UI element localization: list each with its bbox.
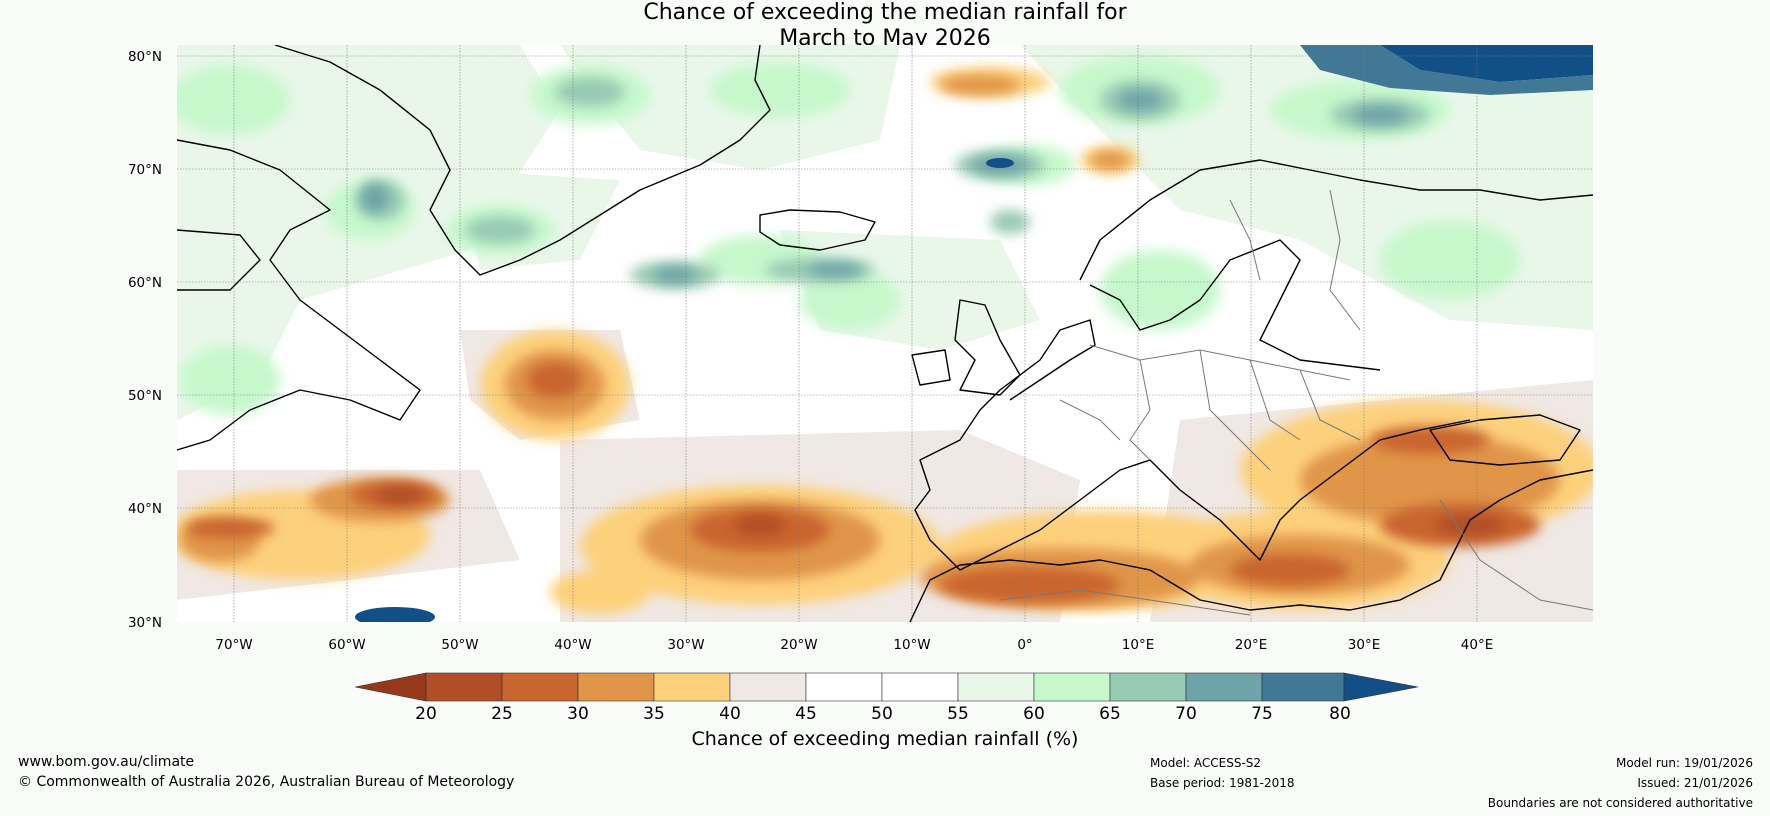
latitude-labels: 80°N 70°N 60°N 50°N 40°N 30°N xyxy=(128,49,162,631)
country-borders xyxy=(999,189,1593,616)
colorbar-tick: 25 xyxy=(491,704,513,724)
colorbar-tick: 55 xyxy=(947,704,969,724)
footer-disclaimer: Boundaries are not considered authoritat… xyxy=(1487,796,1753,810)
colorbar-tick: 35 xyxy=(643,704,665,724)
lon-label: 10°W xyxy=(893,637,930,653)
lat-label: 30°N xyxy=(128,615,162,631)
footer-issued: Issued: 21/01/2026 xyxy=(1637,776,1753,790)
coastlines xyxy=(177,45,1593,622)
colorbar-segment xyxy=(653,672,731,702)
zone-60-65 xyxy=(177,55,1520,415)
colorbar-tick: 40 xyxy=(719,704,741,724)
coast-britain xyxy=(954,299,1021,396)
footer-base-period: Base period: 1981-2018 xyxy=(1150,776,1295,790)
title-line-1: Chance of exceeding the median rainfall … xyxy=(643,0,1127,25)
lon-label: 40°W xyxy=(554,637,591,653)
colorbar-segment xyxy=(425,672,503,702)
graticule xyxy=(177,45,1593,622)
colorbar-tick: 45 xyxy=(795,704,817,724)
footer-url[interactable]: www.bom.gov.au/climate xyxy=(18,754,195,770)
colorbar-segment xyxy=(957,672,1035,702)
probability-field xyxy=(177,45,1593,622)
lat-label: 40°N xyxy=(128,501,162,517)
colorbar-segment xyxy=(729,672,807,702)
colorbar-tick: 60 xyxy=(1023,704,1045,724)
lon-label: 50°W xyxy=(441,637,478,653)
lon-label: 10°E xyxy=(1122,637,1154,653)
lon-label: 30°E xyxy=(1348,637,1380,653)
lon-label: 20°W xyxy=(780,637,817,653)
zone-gt80 xyxy=(355,45,1593,622)
coast-scandinavia xyxy=(1079,159,1593,281)
coast-canada xyxy=(177,139,421,451)
colorbar-segment xyxy=(1033,672,1111,702)
zone-75-80 xyxy=(1300,45,1593,95)
lat-label: 70°N xyxy=(128,162,162,178)
colorbar-tick: 20 xyxy=(415,704,437,724)
lon-label: 20°E xyxy=(1235,637,1267,653)
lon-label: 70°W xyxy=(215,637,252,653)
footer-copyright: © Commonwealth of Australia 2026, Austra… xyxy=(18,774,515,790)
colorbar-arrow-high xyxy=(1343,672,1419,702)
coast-baffin xyxy=(177,229,261,291)
colorbar-tick: 65 xyxy=(1099,704,1121,724)
colorbar-title: Chance of exceeding median rainfall (%) xyxy=(692,728,1079,750)
colorbar-ticks: 20 25 30 35 40 45 50 55 60 65 70 75 80 xyxy=(415,704,1351,724)
lat-label: 50°N xyxy=(128,388,162,404)
colorbar-segment xyxy=(1261,672,1345,702)
colorbar xyxy=(354,672,1419,702)
lon-label: 40°E xyxy=(1461,637,1493,653)
colorbar-tick: 70 xyxy=(1175,704,1197,724)
lat-label: 80°N xyxy=(128,49,162,65)
coast-iceland xyxy=(759,209,876,251)
coast-black-sea xyxy=(1429,414,1581,466)
lon-label: 60°W xyxy=(328,637,365,653)
footer-model-run: Model run: 19/01/2026 xyxy=(1615,756,1753,770)
lat-label: 60°N xyxy=(128,275,162,291)
chart-title: Chance of exceeding the median rainfall … xyxy=(0,0,1770,52)
colorbar-segment xyxy=(805,672,883,702)
lon-label: 0° xyxy=(1017,637,1032,653)
coast-ireland xyxy=(911,349,951,386)
colorbar-tick: 30 xyxy=(567,704,589,724)
lon-label: 30°W xyxy=(667,637,704,653)
coast-north-africa xyxy=(909,469,1593,622)
colorbar-segment xyxy=(501,672,579,702)
colorbar-segment xyxy=(1185,672,1263,702)
colorbar-tick: 80 xyxy=(1329,704,1351,724)
footer-model: Model: ACCESS-S2 xyxy=(1150,756,1262,770)
coast-greenland xyxy=(274,45,771,276)
colorbar-segment xyxy=(881,672,959,702)
colorbar-segment xyxy=(577,672,655,702)
colorbar-tick: 75 xyxy=(1251,704,1273,724)
coast-mediterranean-north xyxy=(914,319,1471,571)
longitude-labels: 70°W 60°W 50°W 40°W 30°W 20°W 10°W 0° 10… xyxy=(215,637,1493,653)
zone-20-25 xyxy=(375,487,1505,535)
colorbar-segment xyxy=(1109,672,1187,702)
colorbar-arrow-low xyxy=(354,672,427,702)
coast-baltic xyxy=(1089,239,1381,371)
colorbar-tick: 50 xyxy=(871,704,893,724)
